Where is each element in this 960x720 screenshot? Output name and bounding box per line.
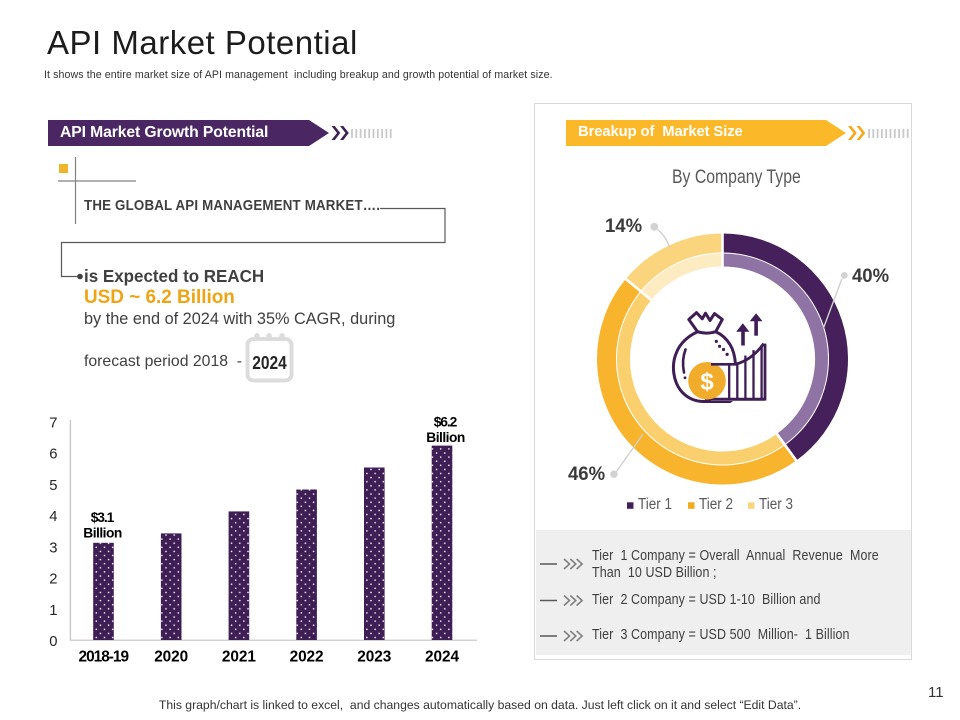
svg-text:$6.2: $6.2 [434, 415, 458, 430]
svg-text:1: 1 [49, 603, 57, 619]
svg-text:$: $ [700, 369, 714, 396]
svg-text:Billion: Billion [83, 526, 122, 541]
svg-text:6: 6 [49, 447, 57, 463]
svg-text:7: 7 [49, 415, 57, 431]
svg-text:2018-19: 2018-19 [79, 649, 130, 666]
svg-text:2022: 2022 [290, 649, 324, 666]
svg-text:0: 0 [49, 634, 57, 650]
svg-text:2023: 2023 [357, 649, 391, 666]
svg-text:2020: 2020 [154, 649, 188, 666]
svg-text:2021: 2021 [222, 649, 256, 666]
svg-text:4: 4 [49, 509, 57, 525]
svg-text:2024: 2024 [425, 649, 459, 666]
svg-text:$3.1: $3.1 [91, 510, 115, 525]
svg-text:2: 2 [49, 572, 57, 588]
svg-text:3: 3 [49, 540, 57, 556]
svg-text:Billion: Billion [426, 430, 465, 445]
svg-text:5: 5 [49, 478, 57, 494]
